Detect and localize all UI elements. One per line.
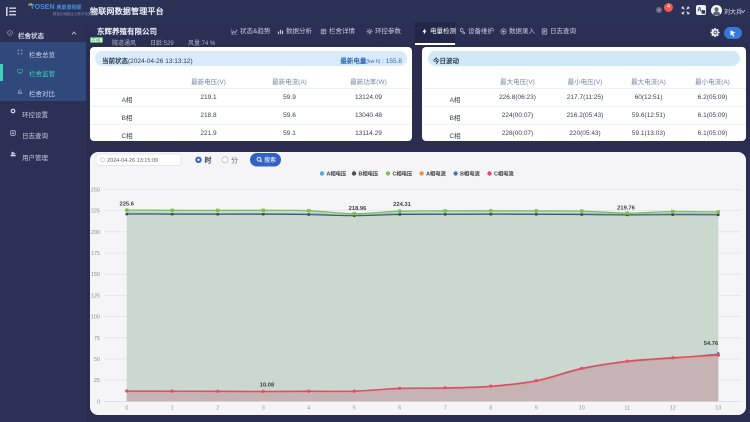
svg-text:100: 100 <box>91 315 100 321</box>
svg-text:8: 8 <box>489 406 492 412</box>
svg-text:搜索: 搜索 <box>264 156 276 164</box>
svg-text:分: 分 <box>231 155 238 164</box>
svg-text:11: 11 <box>624 406 630 412</box>
svg-text:225: 225 <box>91 209 100 215</box>
svg-text:C相电流: C相电流 <box>494 170 514 178</box>
svg-text:10: 10 <box>579 406 585 412</box>
svg-text:225.6: 225.6 <box>119 202 134 208</box>
svg-text:时: 时 <box>205 155 212 164</box>
svg-text:12: 12 <box>670 406 676 412</box>
svg-text:A: A <box>697 8 702 14</box>
svg-text:3: 3 <box>262 406 265 412</box>
svg-text:75: 75 <box>94 336 100 342</box>
svg-text:7: 7 <box>444 406 447 412</box>
svg-text:219.76: 219.76 <box>617 206 636 212</box>
svg-text:2024-04-26 13:15:09: 2024-04-26 13:15:09 <box>107 158 158 164</box>
svg-text:200: 200 <box>91 230 100 236</box>
svg-text:50: 50 <box>94 357 100 363</box>
svg-text:25: 25 <box>94 378 100 384</box>
svg-text:13: 13 <box>715 406 721 412</box>
svg-text:150: 150 <box>91 272 100 278</box>
svg-text:10.08: 10.08 <box>260 383 275 389</box>
svg-text:1: 1 <box>171 406 174 412</box>
svg-text:4: 4 <box>307 406 310 412</box>
svg-text:218.96: 218.96 <box>349 206 368 212</box>
svg-text:B相电流: B相电流 <box>460 170 480 178</box>
svg-text:0: 0 <box>125 406 128 412</box>
svg-text:125: 125 <box>91 293 100 299</box>
svg-text:9: 9 <box>535 406 538 412</box>
svg-text:5: 5 <box>353 406 356 412</box>
svg-text:6: 6 <box>398 406 401 412</box>
svg-text:A相电流: A相电流 <box>426 170 446 178</box>
svg-text:2: 2 <box>216 406 219 412</box>
svg-text:B相电压: B相电压 <box>359 170 379 178</box>
svg-text:A相电压: A相电压 <box>327 170 347 178</box>
svg-text:250: 250 <box>91 187 100 193</box>
svg-text:54.76: 54.76 <box>704 341 719 347</box>
svg-text:175: 175 <box>91 251 100 257</box>
svg-text:0: 0 <box>97 399 100 405</box>
svg-text:224.31: 224.31 <box>393 202 412 208</box>
svg-text:C相电压: C相电压 <box>393 170 413 178</box>
